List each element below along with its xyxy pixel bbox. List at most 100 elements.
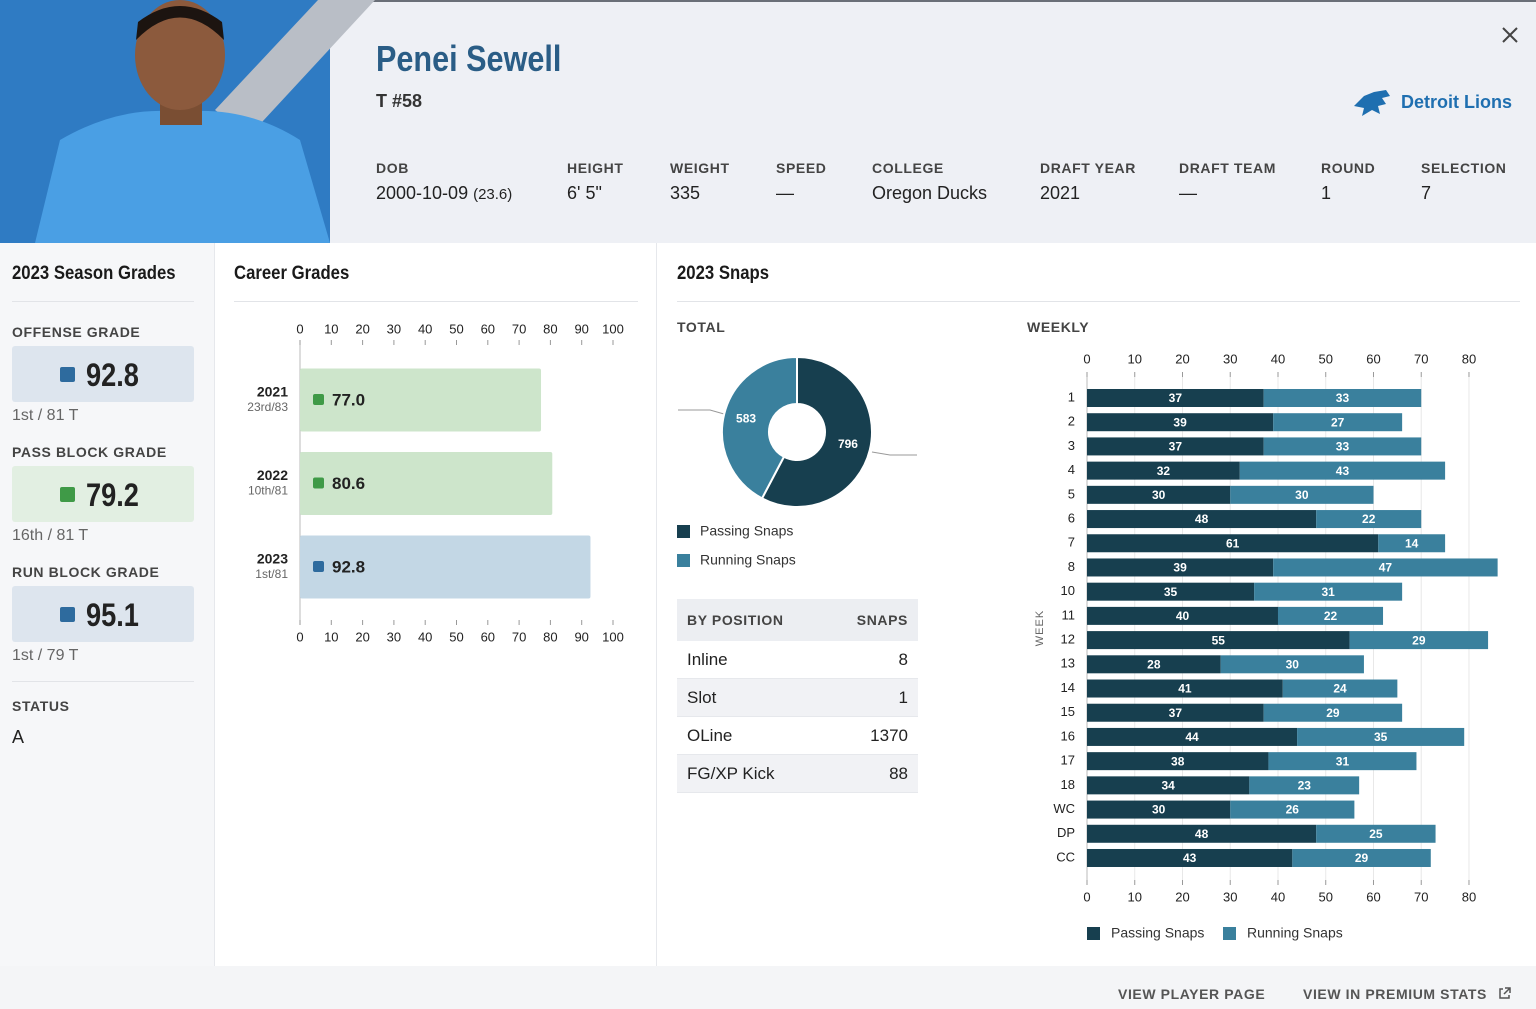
x-tick-label: 60: [481, 321, 495, 336]
data-label: 35: [1374, 730, 1388, 744]
data-label: 80.6: [332, 474, 365, 493]
data-label: 30: [1295, 488, 1309, 502]
x-tick-label: 0: [1083, 351, 1090, 366]
bar-segment: [1239, 461, 1446, 480]
y-tick-label: 5: [1068, 486, 1075, 501]
bar-segment: [1230, 800, 1355, 819]
bar-segment: [1087, 389, 1264, 407]
data-label: 40: [1176, 609, 1190, 623]
bar-segment: [1087, 413, 1274, 432]
x-tick-label: 0: [296, 629, 303, 644]
y-tick-label: WC: [1053, 801, 1075, 816]
x-tick-label: 20: [1175, 351, 1189, 366]
grade-rank: 16th / 81 T: [12, 527, 89, 544]
bar-segment: [1292, 848, 1431, 867]
y-tick-label: 3: [1068, 438, 1075, 453]
y-tick-label: 13: [1061, 656, 1075, 671]
x-tick-label: 40: [418, 629, 432, 644]
legend-label: Passing Snaps: [1111, 925, 1204, 941]
data-label: 796: [838, 437, 858, 451]
close-button[interactable]: [1502, 27, 1518, 43]
team-name[interactable]: Detroit Lions: [1401, 92, 1512, 112]
player-photo: [0, 0, 375, 243]
y-tick-label: 15: [1061, 704, 1075, 719]
legend-swatch: [1087, 927, 1100, 940]
legend-swatch: [677, 525, 690, 538]
data-label: 92.8: [332, 557, 365, 576]
bar-segment: [1087, 848, 1293, 867]
section-title: 2023 Season Grades: [12, 263, 176, 284]
data-label: 47: [1379, 561, 1393, 575]
x-tick-label: 80: [543, 321, 557, 336]
legend-label: Running Snaps: [700, 552, 796, 568]
data-label: 14: [1405, 536, 1419, 550]
data-label: 30: [1152, 803, 1166, 817]
bar-segment: [1316, 510, 1422, 529]
data-label: 29: [1326, 706, 1340, 720]
table-cell: 8: [898, 650, 908, 669]
category-label: 2022: [257, 467, 288, 483]
legend-swatch: [677, 554, 690, 567]
field-value: 7: [1421, 183, 1432, 203]
table-cell: 1370: [870, 726, 908, 745]
bar-segment: [1087, 703, 1264, 722]
data-label: 37: [1169, 440, 1183, 454]
status-value: A: [12, 727, 25, 747]
data-label: 22: [1324, 609, 1338, 623]
chart-subtitle: WEEKLY: [1027, 319, 1090, 335]
grade-value: 79.2: [86, 477, 139, 513]
y-tick-label: 11: [1062, 607, 1076, 622]
grade-value: 95.1: [86, 597, 139, 633]
y-tick-label: 18: [1061, 777, 1075, 792]
bar-segment: [1230, 485, 1374, 504]
bar-segment: [1263, 437, 1422, 456]
external-icon: [1499, 987, 1511, 999]
field-value: 2021: [1040, 183, 1081, 203]
data-label: 32: [1157, 464, 1171, 478]
bar-segment: [1087, 437, 1264, 456]
bar-segment: [1087, 606, 1278, 625]
grade-box: 79.2: [12, 466, 194, 522]
bar-segment: [1087, 727, 1298, 746]
data-label: 37: [1169, 391, 1183, 405]
x-tick-label: 60: [481, 629, 495, 644]
bar-segment: [1316, 824, 1436, 843]
table-cell: OLine: [687, 726, 733, 745]
table-cell: Inline: [687, 650, 728, 669]
bar-segment: [1349, 631, 1489, 650]
footer-link[interactable]: VIEW PLAYER PAGE: [1118, 986, 1266, 1002]
bar-segment: [1254, 582, 1403, 601]
field-value: Oregon Ducks: [872, 183, 988, 203]
field-label: HEIGHT: [567, 160, 624, 176]
data-label: 43: [1183, 851, 1197, 865]
data-label: 43: [1336, 464, 1350, 478]
player-position: T #58: [376, 91, 423, 111]
x-tick-label: 80: [1462, 889, 1476, 904]
field-label: COLLEGE: [872, 160, 944, 176]
x-tick-label: 70: [1414, 351, 1428, 366]
data-label: 23: [1298, 779, 1312, 793]
grade-dot: [60, 607, 75, 622]
field-label: SELECTION: [1421, 160, 1507, 176]
bar-segment: [1282, 679, 1398, 698]
bar: [300, 535, 591, 599]
data-label: 37: [1169, 706, 1183, 720]
x-tick-label: 50: [1319, 351, 1333, 366]
field-label: DRAFT YEAR: [1040, 160, 1136, 176]
x-tick-label: 0: [1083, 889, 1090, 904]
data-label: 29: [1412, 633, 1426, 647]
footer-link[interactable]: VIEW IN PREMIUM STATS: [1303, 986, 1487, 1002]
table-cell: Slot: [687, 688, 717, 707]
x-tick-label: 60: [1366, 351, 1380, 366]
data-label: 55: [1212, 633, 1226, 647]
bar-segment: [1087, 800, 1231, 819]
x-tick-label: 10: [324, 629, 338, 644]
category-note: 23rd/83: [247, 400, 288, 414]
legend-label: Passing Snaps: [700, 523, 793, 539]
x-tick-label: 30: [387, 629, 401, 644]
data-label: 31: [1336, 754, 1350, 768]
player-name: Penei Sewell: [376, 38, 562, 79]
y-tick-label: 1: [1068, 389, 1075, 404]
bar-segment: [1263, 703, 1403, 722]
